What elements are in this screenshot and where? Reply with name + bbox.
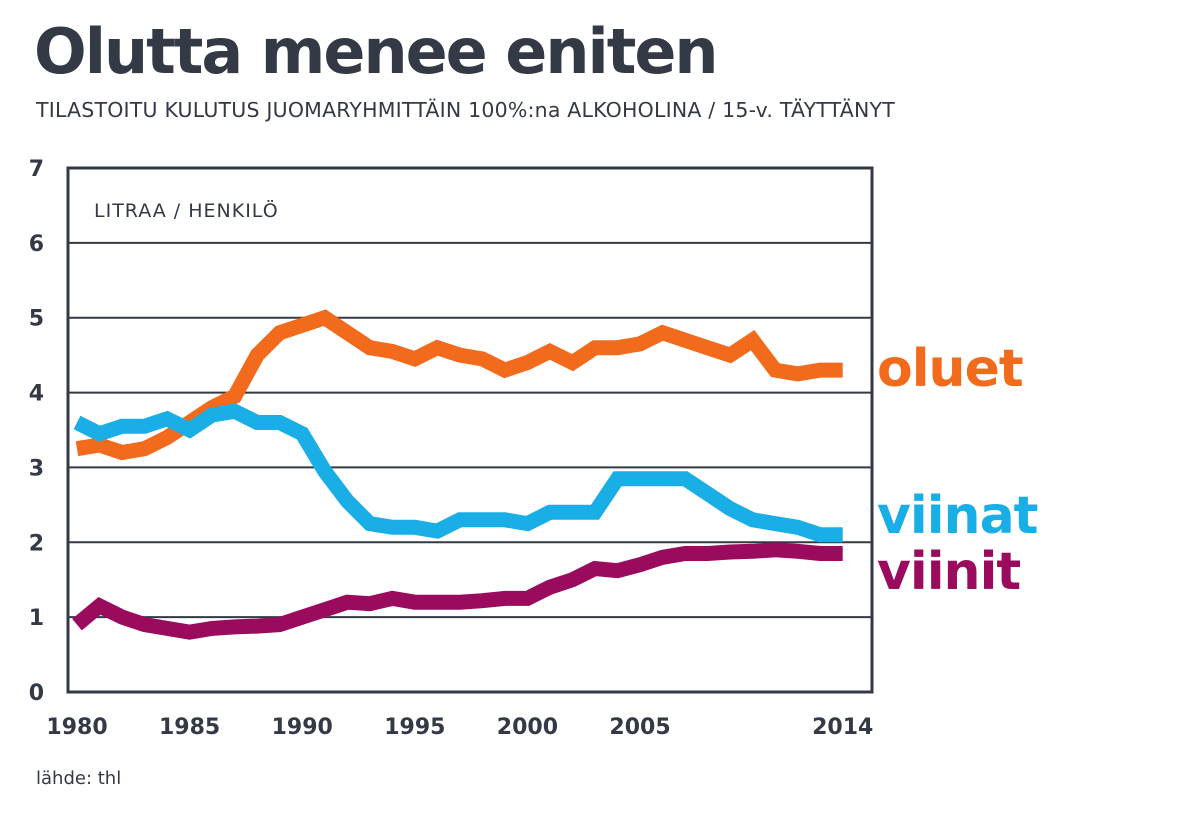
y-tick-label: 0	[29, 681, 44, 706]
series-label-oluet: oluet	[877, 339, 1023, 399]
chart-subtitle: TILASTOITU KULUTUS JUOMARYHMITTÄIN 100%:…	[36, 98, 896, 122]
series-line-viinit	[72, 542, 843, 640]
x-axis-ticks: 1980 1985 1990 1995 2000 2005 2014	[46, 715, 873, 740]
x-tick-label: 1990	[272, 715, 333, 740]
x-tick-label: 1995	[384, 715, 445, 740]
x-tick-label: 1980	[46, 715, 107, 740]
y-tick-label: 4	[29, 382, 44, 407]
grid-lines	[68, 241, 872, 619]
plot-frame	[66, 166, 874, 694]
y-tick-label: 7	[29, 157, 44, 182]
x-tick-label: 2014	[812, 715, 873, 740]
x-tick-label: 1985	[159, 715, 220, 740]
source-note: lähde: thl	[36, 768, 122, 789]
y-tick-label: 2	[29, 531, 44, 556]
y-tick-label: 1	[29, 606, 44, 631]
y-tick-label: 5	[29, 307, 44, 332]
y-axis-ticks: 0 1 2 3 4 5 6 7	[29, 157, 44, 706]
chart-title: Olutta menee eniten	[34, 15, 719, 88]
x-tick-label: 2000	[497, 715, 558, 740]
unit-label: LITRAA / HENKILÖ	[94, 199, 279, 222]
y-tick-label: 3	[29, 456, 44, 481]
y-tick-label: 6	[29, 232, 44, 257]
series-label-viinit: viinit	[877, 542, 1020, 602]
series-line-viinat	[73, 403, 843, 543]
x-tick-label: 2005	[609, 715, 670, 740]
series-lines	[72, 309, 843, 640]
series-label-viinat: viinat	[877, 486, 1038, 546]
